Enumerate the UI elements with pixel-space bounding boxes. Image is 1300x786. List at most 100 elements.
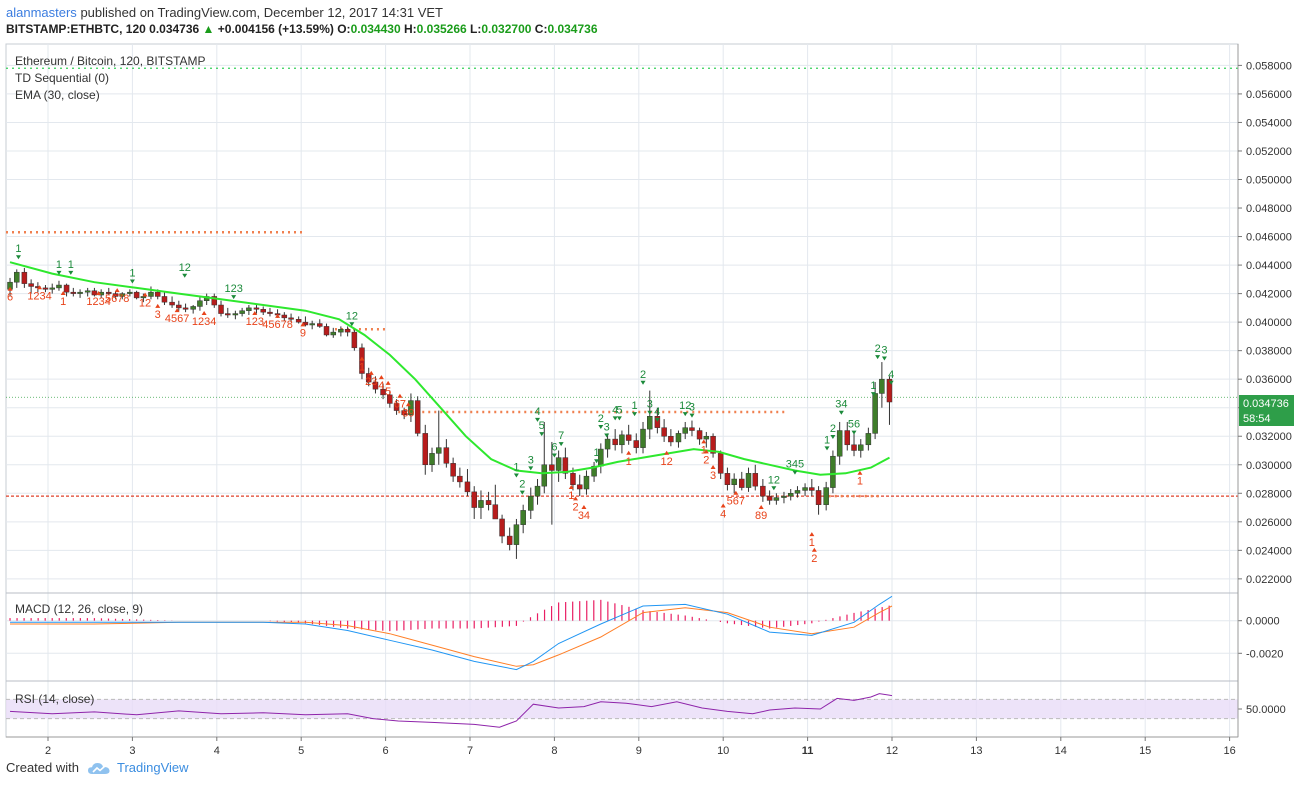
td-count-sell: 2	[875, 343, 881, 355]
td-buy-marker	[174, 308, 180, 313]
rsi-tick-label: 50.0000	[1246, 704, 1286, 716]
open-value: 0.034430	[350, 22, 401, 36]
td-count-buy: 567	[727, 496, 745, 508]
candle-down	[689, 427, 695, 431]
td-sell-marker	[689, 413, 695, 418]
candle-up	[836, 430, 843, 457]
candle-up	[77, 291, 83, 294]
candle-down	[752, 473, 759, 487]
candle-down	[443, 447, 450, 464]
td-sell-marker	[551, 453, 557, 458]
candle-up	[541, 464, 548, 487]
td-count-buy: 1	[701, 444, 707, 456]
td-buy-marker	[378, 375, 384, 380]
td-count-buy: 45678	[262, 319, 293, 331]
candle-down	[169, 301, 175, 306]
price-tick-label: 0.046000	[1246, 232, 1292, 244]
candle-up	[640, 428, 646, 448]
last-price: 0.034736	[149, 22, 200, 36]
author-link[interactable]: alanmasters	[6, 5, 77, 20]
td-sell-marker	[594, 459, 600, 464]
candle-up	[408, 400, 414, 416]
td-sell-marker	[558, 442, 564, 447]
td-count-sell: 1	[824, 434, 830, 446]
o-label: O:	[337, 22, 351, 36]
price-tick-label: 0.054000	[1246, 117, 1292, 129]
td-count-sell: 4	[654, 406, 660, 418]
price-tick-label: 0.030000	[1246, 460, 1292, 472]
td-sell-marker	[56, 270, 62, 275]
candle-down	[359, 347, 365, 374]
candle-down	[365, 373, 372, 383]
time-tick-label: 12	[886, 745, 898, 757]
candle-down	[661, 427, 667, 437]
td-sell-marker	[888, 380, 894, 385]
td-count-buy: 3	[155, 309, 161, 321]
chart-frame	[5, 43, 1239, 738]
td-buy-marker	[7, 286, 13, 291]
time-tick-label: 10	[717, 745, 729, 757]
td-count-sell: 1	[56, 259, 62, 271]
td-buy-marker	[37, 285, 43, 290]
td-count-buy: 4567	[165, 313, 189, 325]
td-count-sell: 34	[835, 399, 847, 411]
price-tick-label: 0.044000	[1246, 260, 1292, 272]
candle-down	[211, 296, 218, 306]
td-buy-marker	[300, 322, 306, 327]
candle-down	[724, 473, 731, 485]
td-sell-marker	[535, 417, 541, 422]
candle-up	[858, 444, 864, 451]
td-buy-marker	[581, 504, 587, 509]
td-count-sell: 3	[689, 402, 695, 414]
tradingview-link[interactable]: TradingView	[116, 760, 189, 775]
symbol-text: BITSTAMP:ETHBTC, 120	[6, 22, 146, 36]
td-count-buy: 12	[661, 456, 673, 468]
candle-down	[267, 311, 273, 314]
price-tick-label: 0.024000	[1246, 545, 1292, 557]
td-count-buy: 1234	[86, 296, 110, 308]
macd-legend: MACD (12, 26, close, 9)	[15, 602, 143, 616]
candles	[7, 267, 893, 559]
time-tick-label: 8	[551, 745, 557, 757]
time-tick-label: 9	[636, 745, 642, 757]
td-count-buy: 23	[365, 376, 377, 388]
td-sell-marker	[68, 270, 74, 275]
candle-down	[696, 430, 703, 440]
candle-up	[49, 287, 55, 290]
candle-down	[28, 283, 34, 287]
candle-down	[633, 440, 640, 448]
candle-up	[781, 495, 787, 498]
candle-down	[161, 296, 168, 303]
candle-down	[612, 438, 618, 446]
td-count-sell: 1	[68, 259, 74, 271]
td-buy-marker	[733, 490, 739, 495]
candle-down	[668, 435, 674, 443]
candle-up	[823, 487, 829, 505]
td-sell-marker	[632, 412, 638, 417]
td-count-sell: 4	[888, 369, 894, 381]
candle-down	[225, 313, 231, 316]
td-count-sell: 123	[225, 283, 243, 295]
candle-up	[872, 393, 878, 434]
rsi-band	[6, 699, 1238, 719]
time-tick-label: 4	[214, 745, 220, 757]
price-tick-label: 0.036000	[1246, 374, 1292, 386]
candle-down	[414, 400, 421, 434]
td-sell-marker	[513, 473, 519, 478]
rsi-line	[9, 693, 893, 728]
td-count-buy: 3	[710, 470, 716, 482]
price-tick-label: 0.042000	[1246, 289, 1292, 301]
td-count-buy: 5	[385, 386, 391, 398]
candle-down	[218, 304, 224, 314]
td-count-buy: 123	[246, 316, 264, 328]
candle-up	[802, 487, 808, 491]
candle-up	[675, 433, 682, 443]
c-label: C:	[534, 22, 548, 36]
ohlc-line: BITSTAMP:ETHBTC, 120 0.034736 ▲ +0.00415…	[6, 22, 598, 36]
td-count-sell: 1	[594, 447, 600, 459]
price-tick-label: 0.038000	[1246, 346, 1292, 358]
published-text: published on TradingView.com, December 1…	[80, 5, 443, 20]
candle-up	[731, 478, 737, 485]
